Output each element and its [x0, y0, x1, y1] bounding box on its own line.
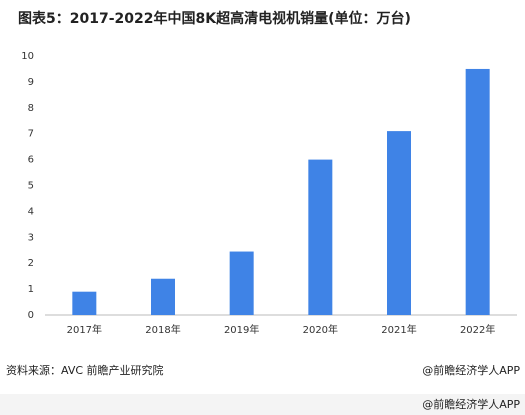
bar: [387, 131, 411, 315]
x-tick-label: 2022年: [460, 323, 495, 336]
x-tick-label: 2018年: [145, 323, 180, 336]
chart-title: 图表5：2017-2022年中国8K超高清电视机销量(单位：万台): [18, 10, 411, 27]
footer-strip: [0, 394, 525, 415]
y-tick-label: 6: [28, 155, 34, 166]
bar: [465, 68, 490, 315]
y-tick-label: 8: [28, 103, 34, 114]
y-tick-label: 10: [21, 51, 34, 62]
bar: [308, 159, 333, 315]
y-tick-label: 3: [28, 232, 34, 243]
y-tick-label: 0: [28, 310, 34, 321]
bar: [229, 251, 254, 315]
x-tick-label: 2021年: [381, 323, 416, 336]
x-tick-label: 2019年: [224, 323, 259, 336]
y-tick-label: 4: [28, 206, 34, 217]
y-tick-label: 2: [28, 258, 34, 269]
y-tick-label: 1: [28, 284, 34, 295]
x-tick-label: 2020年: [303, 323, 338, 336]
bar: [72, 291, 97, 315]
y-tick-label: 5: [28, 181, 34, 192]
y-tick-label: 9: [28, 77, 34, 88]
y-tick-label: 7: [28, 129, 34, 140]
footer-credit: @前瞻经济学人APP: [422, 397, 520, 411]
credit: @前瞻经济学人APP: [422, 363, 520, 377]
x-tick-label: 2017年: [67, 323, 102, 336]
source: 资料来源：AVC 前瞻产业研究院: [6, 363, 164, 377]
bar: [151, 278, 175, 315]
